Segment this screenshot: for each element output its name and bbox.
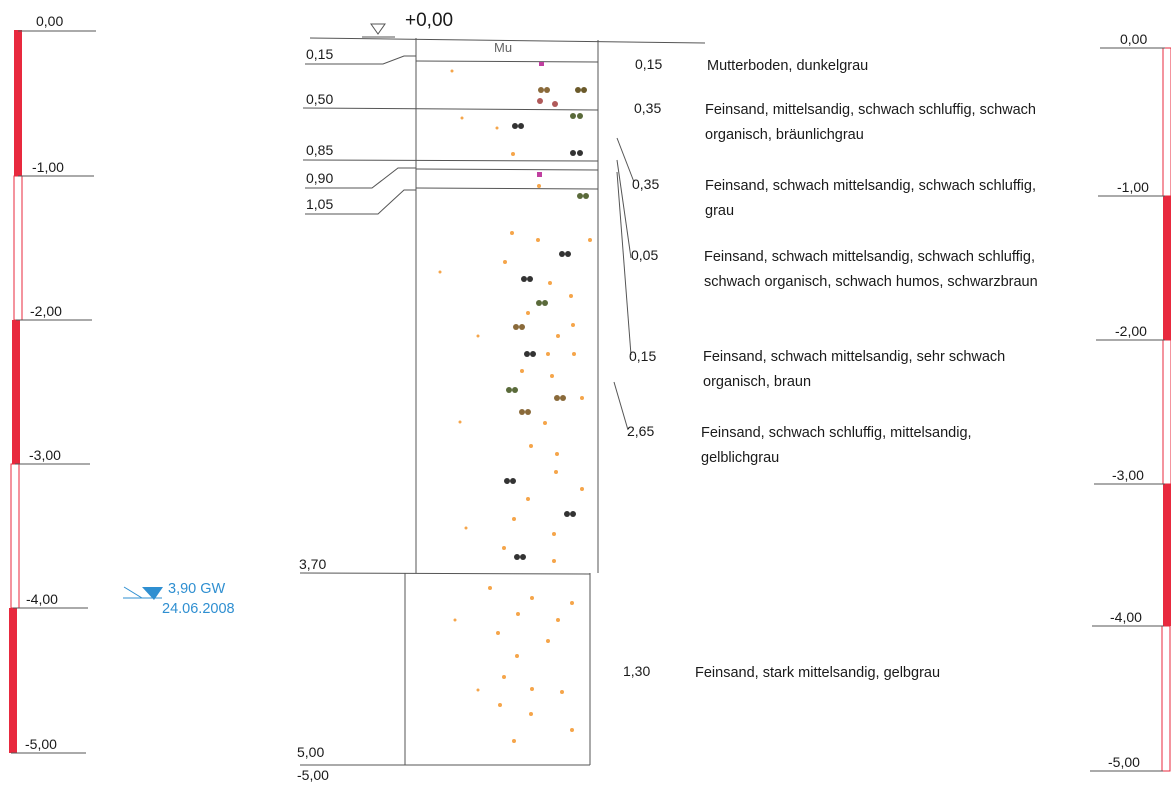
ground-surface xyxy=(309,23,706,44)
layer-thickness: 0,35 xyxy=(634,100,662,116)
bottom-depth-label: -5,00 xyxy=(297,767,329,783)
layer-thickness: 0,35 xyxy=(632,176,660,192)
right-scale-ticks xyxy=(1090,47,1165,772)
layer-description: Feinsand, stark mittelsandig, gelbgrau xyxy=(695,665,941,681)
depth-label: 5,00 xyxy=(297,744,325,760)
depth-label: 0,15 xyxy=(306,46,334,62)
left-scale-label: -5,00 xyxy=(25,736,57,752)
left-scale-label: -3,00 xyxy=(29,447,61,463)
left-scale-label: -2,00 xyxy=(30,303,62,319)
left-scale-label: 0,00 xyxy=(36,13,64,29)
layer-description: Feinsand, schwach mittelsandig, schwach … xyxy=(704,249,1038,290)
depth-label: 1,05 xyxy=(306,196,334,212)
right-scale-label: 0,00 xyxy=(1120,31,1148,47)
layer-description: Feinsand, schwach schluffig, mittelsandi… xyxy=(701,425,972,466)
groundwater-level: 3,90 GW xyxy=(168,581,226,597)
column-marker: Mu xyxy=(494,40,513,55)
layer-description: Feinsand, schwach mittelsandig, sehr sch… xyxy=(703,349,1006,390)
layer-thickness: 1,30 xyxy=(623,663,651,679)
right-scale-label: -2,00 xyxy=(1115,323,1147,339)
left-scale-label: -1,00 xyxy=(32,159,64,175)
layer-description: Feinsand, mittelsandig, schwach schluffi… xyxy=(705,102,1036,143)
soil-symbols xyxy=(504,62,589,560)
depth-label: 3,70 xyxy=(299,556,327,572)
left-scale-bar xyxy=(9,30,23,753)
left-scale-label: -4,00 xyxy=(26,591,58,607)
layer-description: Mutterboden, dunkelgrau xyxy=(707,58,869,74)
right-scale-label: -5,00 xyxy=(1108,754,1140,770)
surface-level-label: +0,00 xyxy=(405,10,454,31)
layer-description: Feinsand, schwach mittelsandig, schwach … xyxy=(705,178,1036,219)
right-scale-label: -1,00 xyxy=(1117,179,1149,195)
depth-label: 0,90 xyxy=(306,170,334,186)
layer-thickness: 0,15 xyxy=(629,348,657,364)
layer-thickness: 0,05 xyxy=(631,247,659,263)
sand-dots xyxy=(438,69,592,743)
right-scale-label: -4,00 xyxy=(1110,609,1142,625)
groundwater-date: 24.06.2008 xyxy=(162,601,235,617)
layer-thickness: 2,65 xyxy=(627,423,655,439)
profile-column xyxy=(299,38,635,766)
left-scale-ticks xyxy=(11,30,96,754)
right-scale-bar xyxy=(1161,47,1171,772)
depth-label: 0,50 xyxy=(306,91,334,107)
groundwater-symbol-icon xyxy=(123,586,163,600)
right-scale-label: -3,00 xyxy=(1112,467,1144,483)
depth-label: 0,85 xyxy=(306,142,334,158)
layer-thickness: 0,15 xyxy=(635,56,663,72)
